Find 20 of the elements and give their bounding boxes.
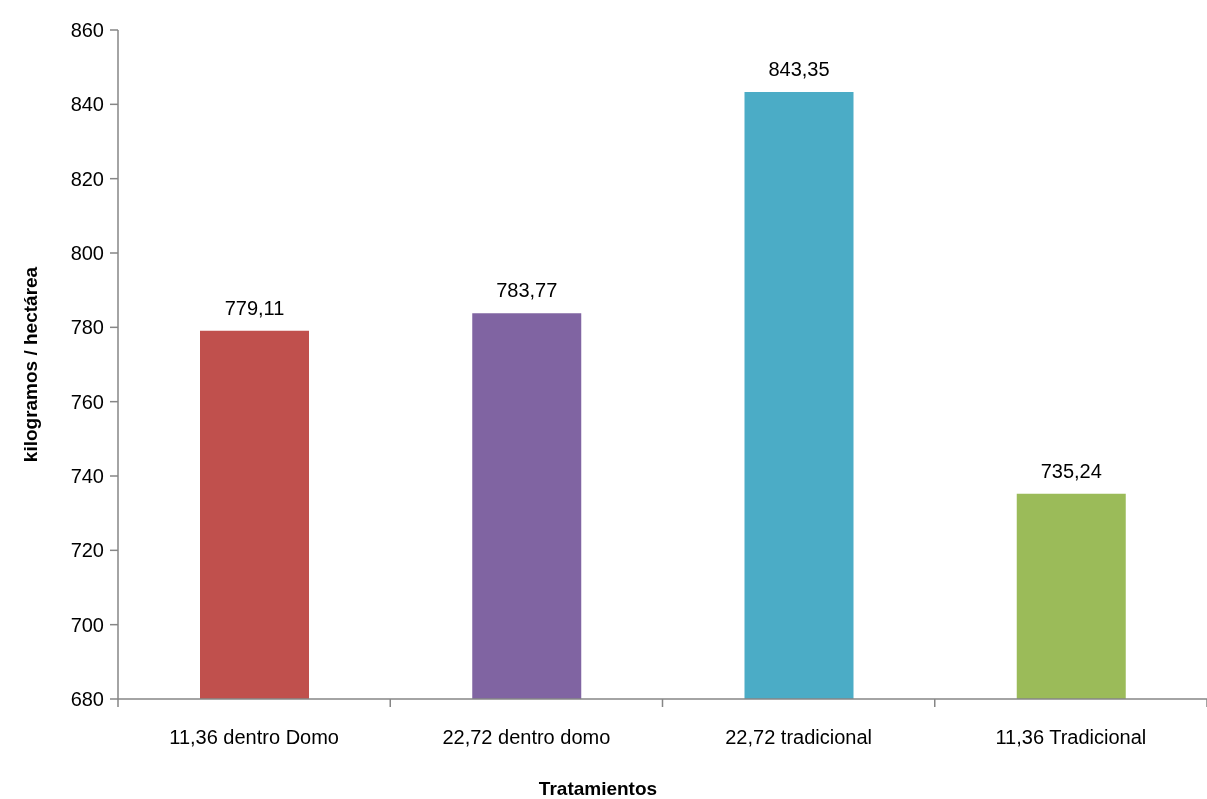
data-label: 735,24	[1040, 459, 1102, 482]
x-tick-label: 22,72 dentro domo	[442, 726, 611, 748]
y-tick-label: 760	[70, 390, 104, 413]
data-label: 783,77	[496, 279, 558, 302]
data-label: 843,35	[768, 57, 830, 80]
x-tick-label: 11,36 Tradicional	[995, 726, 1147, 748]
y-tick-label: 780	[70, 316, 104, 339]
y-tick-label: 820	[70, 167, 104, 190]
y-tick-label: 840	[70, 93, 104, 116]
data-label: 779,11	[224, 296, 285, 319]
y-tick-label: 740	[70, 465, 104, 487]
x-axis-title: Tratamientos	[538, 777, 658, 799]
y-tick-label: 680	[70, 688, 104, 710]
y-tick-label: 860	[70, 19, 104, 41]
y-tick-label: 800	[70, 242, 104, 264]
y-tick-label: 700	[70, 613, 104, 636]
x-tick-label: 11,36 dentro Domo	[169, 726, 339, 748]
x-tick-label: 22,72 tradicional	[725, 726, 873, 748]
y-axis-title: kilogramos / hectárea	[19, 266, 41, 463]
y-tick-label: 720	[70, 539, 104, 562]
